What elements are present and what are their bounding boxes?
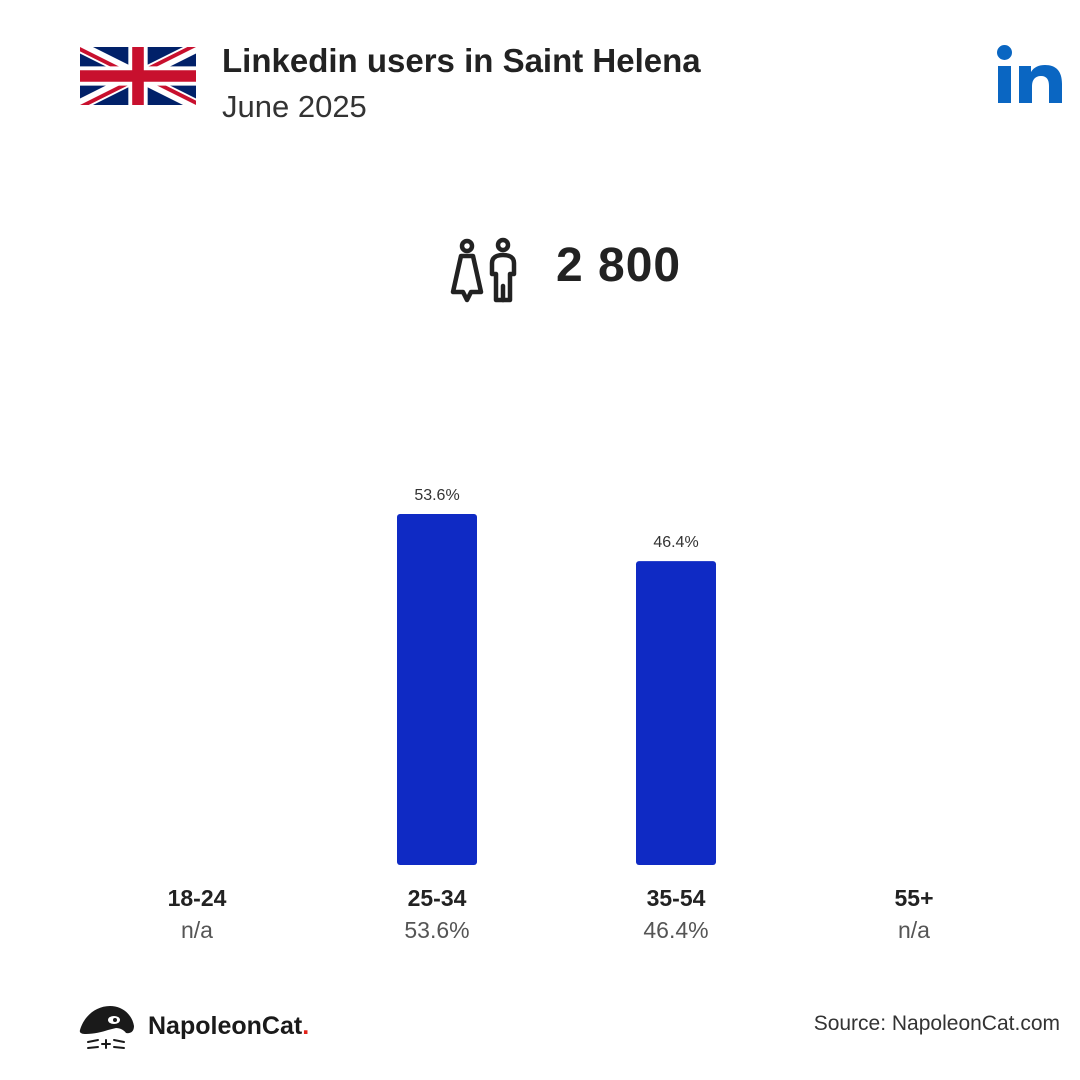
- bar-35-54: [636, 561, 716, 865]
- bar-value-label: 46.4%: [653, 534, 698, 551]
- linkedin-logo-icon: [997, 45, 1062, 103]
- category-value: n/a: [898, 917, 930, 943]
- category-value: 46.4%: [643, 917, 708, 943]
- bar-value-label: 53.6%: [414, 487, 459, 504]
- total-users-value: 2 800: [556, 239, 682, 292]
- source-text: Source: NapoleonCat.com: [813, 1012, 1060, 1035]
- category-label: 25-34: [408, 885, 467, 911]
- napoleoncat-logo-icon: [79, 1006, 134, 1049]
- page-title: Linkedin users in Saint Helena: [222, 42, 701, 79]
- category-value: 53.6%: [404, 917, 469, 943]
- page-subtitle: June 2025: [222, 89, 367, 124]
- category-label: 35-54: [647, 885, 706, 911]
- bar-25-34: [397, 514, 477, 865]
- category-label: 55+: [894, 885, 933, 911]
- category-label: 18-24: [168, 885, 227, 911]
- users-male-female-icon: [450, 237, 517, 303]
- uk-flag-icon: [80, 47, 196, 105]
- category-value: n/a: [181, 917, 213, 943]
- brand-logo: NapoleonCat.: [78, 1000, 309, 1052]
- brand-name: NapoleonCat.: [148, 1011, 310, 1040]
